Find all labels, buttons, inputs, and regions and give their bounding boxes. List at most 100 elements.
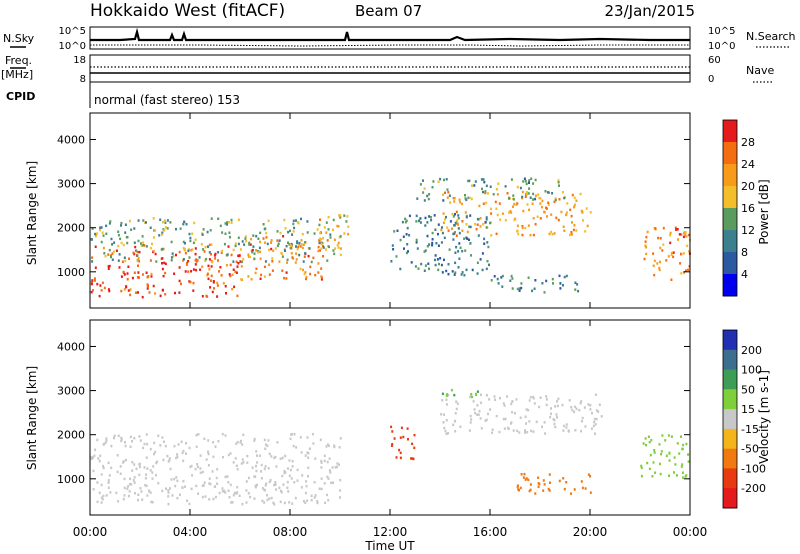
echo-cell bbox=[312, 442, 315, 445]
echo-cell bbox=[260, 273, 263, 277]
echo-cell bbox=[500, 276, 503, 279]
echo-cell bbox=[574, 288, 577, 291]
echo-cell bbox=[428, 267, 430, 271]
echo-cell bbox=[563, 229, 566, 232]
echo-cell bbox=[279, 231, 282, 235]
echo-cell bbox=[516, 429, 519, 433]
echo-cell bbox=[687, 460, 690, 463]
echo-cell bbox=[464, 194, 466, 197]
echo-cell bbox=[319, 438, 322, 442]
echo-cell bbox=[415, 241, 418, 244]
echo-cell bbox=[191, 232, 194, 235]
echo-cell bbox=[516, 485, 519, 489]
echo-cell bbox=[482, 178, 485, 181]
echo-cell bbox=[110, 466, 113, 470]
echo-cell bbox=[111, 258, 114, 261]
echo-cell bbox=[258, 246, 261, 250]
echo-cell bbox=[303, 272, 306, 276]
echo-cell bbox=[219, 224, 222, 228]
echo-cell bbox=[230, 253, 233, 257]
echo-cell bbox=[208, 258, 211, 261]
echo-cell bbox=[107, 481, 110, 484]
echo-cell bbox=[155, 260, 158, 263]
echo-cell bbox=[258, 454, 261, 457]
echo-cell bbox=[264, 484, 267, 487]
echo-cell bbox=[152, 236, 155, 239]
echo-cell bbox=[553, 418, 556, 422]
echo-cell bbox=[573, 196, 576, 200]
echo-cell bbox=[581, 420, 583, 423]
echo-cell bbox=[334, 466, 337, 469]
colorbar-segment bbox=[723, 468, 737, 489]
echo-cell bbox=[317, 249, 320, 253]
echo-cell bbox=[495, 207, 498, 210]
echo-cell bbox=[447, 272, 450, 276]
echo-cell bbox=[227, 489, 230, 492]
echo-cell bbox=[314, 494, 317, 497]
echo-cell bbox=[243, 243, 246, 246]
echo-cell bbox=[473, 408, 476, 411]
echo-cell bbox=[677, 238, 679, 241]
echo-cell bbox=[544, 190, 547, 193]
echo-cell bbox=[150, 500, 153, 504]
colorbar-tick-label: 28 bbox=[741, 136, 755, 149]
echo-cell bbox=[319, 231, 322, 235]
echo-cell bbox=[434, 228, 437, 231]
echo-cell bbox=[255, 464, 257, 468]
echo-cell bbox=[442, 193, 444, 196]
echo-cell bbox=[208, 477, 211, 480]
echo-cell bbox=[513, 202, 516, 206]
echo-cell bbox=[653, 451, 656, 454]
echo-cell bbox=[506, 426, 509, 430]
echo-cell bbox=[145, 271, 148, 274]
echo-cell bbox=[644, 240, 647, 243]
echo-cell bbox=[271, 257, 274, 260]
x-axis-label: Time UT bbox=[364, 539, 415, 553]
echo-cell bbox=[126, 241, 129, 245]
echo-cell bbox=[228, 496, 231, 499]
echo-cell bbox=[208, 243, 211, 247]
echo-cell bbox=[92, 456, 94, 460]
echo-cell bbox=[247, 275, 250, 278]
nsearch-trace bbox=[90, 44, 690, 47]
echo-cell bbox=[441, 226, 443, 229]
echo-cell bbox=[447, 432, 449, 435]
colorbar-frame bbox=[722, 329, 738, 509]
echo-cell bbox=[184, 251, 187, 255]
echo-cell bbox=[240, 462, 243, 465]
echo-cell bbox=[158, 234, 161, 237]
echo-cell bbox=[240, 439, 242, 443]
echo-cell bbox=[165, 487, 167, 490]
echo-cell bbox=[444, 218, 446, 221]
echo-cell bbox=[574, 203, 576, 206]
echo-cell bbox=[490, 234, 493, 237]
echo-cell bbox=[287, 241, 289, 244]
echo-cell bbox=[187, 248, 190, 251]
echo-cell bbox=[579, 192, 582, 196]
echo-cell bbox=[494, 398, 497, 401]
echo-cell bbox=[138, 435, 141, 438]
echo-cell bbox=[685, 235, 688, 238]
echo-cell bbox=[145, 456, 148, 459]
echo-cell bbox=[484, 221, 487, 224]
echo-cell bbox=[311, 432, 314, 436]
echo-cell bbox=[270, 241, 272, 244]
echo-cell bbox=[644, 244, 647, 247]
echo-cell bbox=[486, 241, 489, 244]
echo-cell bbox=[129, 477, 131, 480]
echo-cell bbox=[458, 231, 461, 235]
echo-cell bbox=[390, 425, 393, 429]
echo-cell bbox=[646, 230, 649, 234]
echo-cell bbox=[270, 239, 273, 242]
echo-cell bbox=[339, 437, 342, 440]
echo-cell bbox=[556, 416, 558, 419]
echo-cell bbox=[434, 263, 437, 267]
echo-cell bbox=[256, 461, 259, 464]
echo-cell bbox=[571, 221, 573, 224]
echo-cell bbox=[159, 444, 162, 447]
echo-cell bbox=[194, 238, 197, 241]
echo-cell bbox=[659, 472, 662, 476]
echo-cell bbox=[519, 486, 522, 490]
echo-cell bbox=[169, 487, 171, 490]
echo-cell bbox=[448, 248, 451, 251]
